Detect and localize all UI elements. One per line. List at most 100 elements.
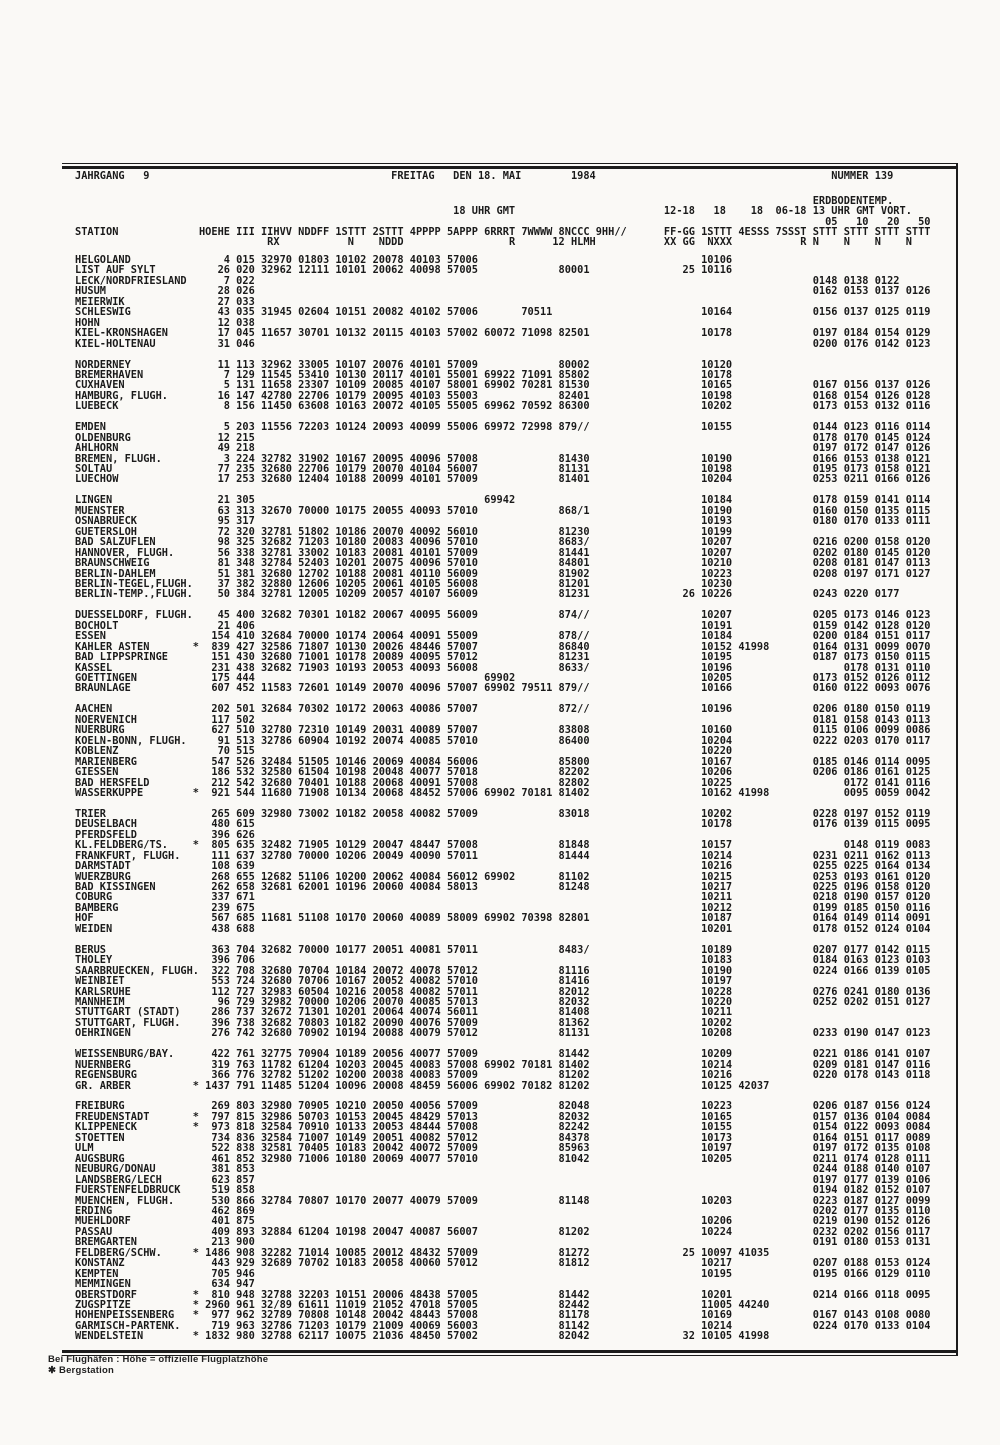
- col-5appp: 55001: [446, 368, 478, 381]
- col-iii: 961: [236, 1299, 255, 1311]
- column-label: 7WWWW: [521, 226, 553, 238]
- col-soil-20: 0153: [874, 1236, 900, 1249]
- station-name: HAMBURG, FLUGH.: [75, 389, 168, 402]
- col-soil-50: 0120: [905, 536, 931, 549]
- col-soil-20: 0152: [874, 1184, 900, 1197]
- col-soil-10: 0137: [843, 306, 869, 319]
- col-nddff: 53410: [298, 368, 330, 381]
- col-8nccc: 81248: [558, 881, 590, 893]
- col-soil-05: 0211: [812, 1152, 838, 1165]
- col-soil-50: 0107: [905, 1048, 931, 1061]
- col-soil-05: 0167: [812, 379, 838, 392]
- col-soil-10: 0153: [843, 400, 869, 413]
- col-soil-50: 0110: [905, 1267, 931, 1280]
- table-row: GR. ARBER * 1437 791 11485 51204 10096 20008 484…: [75, 1079, 959, 1092]
- col-iihvv: 32682: [260, 536, 292, 549]
- col-iii: 203: [236, 421, 255, 434]
- col-soil-10: 0177: [843, 1204, 869, 1217]
- col-5appp: 57011: [446, 985, 478, 998]
- col-4pppp: 40084: [409, 755, 441, 768]
- col-soil-50: 0086: [905, 724, 931, 737]
- col-hoehe: 117: [211, 713, 230, 726]
- col-iii: 869: [236, 1204, 255, 1217]
- col-5appp: 56006: [446, 1079, 478, 1092]
- col-iihvv: 31945: [260, 306, 292, 319]
- col-soil-05: 0195: [812, 1267, 838, 1280]
- col-4pppp: 40091: [409, 630, 441, 643]
- col-iii: 688: [236, 922, 255, 935]
- col-soil-20: 0116: [874, 421, 900, 434]
- col-5appp: 57007: [446, 703, 478, 716]
- col-hoehe: 462: [211, 1204, 230, 1217]
- col-2sttt: 20067: [372, 609, 404, 622]
- col-1sttt-max: 10106: [701, 254, 733, 266]
- col-soil-10: 0156: [843, 379, 869, 392]
- col-soil-05: 0159: [812, 619, 838, 632]
- col-1sttt: 10153: [335, 1110, 367, 1123]
- col-nddff: 60904: [298, 734, 330, 747]
- col-hoehe: 26: [217, 264, 230, 277]
- col-soil-50: 0126: [905, 379, 931, 392]
- col-5appp: 57009: [446, 546, 478, 559]
- col-1sttt-max: 10220: [701, 995, 733, 1008]
- station-name: STUTTGART (STADT): [75, 1006, 181, 1019]
- col-4pppp: 40103: [409, 389, 441, 402]
- col-4pppp: 40107: [409, 588, 441, 601]
- col-1sttt: 10102: [335, 254, 367, 266]
- col-4pppp: 40098: [409, 264, 441, 277]
- col-nddff: 70000: [298, 504, 330, 517]
- table-row: KASSEL 231 438 32682 71903 10193 20053 40093 560…: [75, 662, 959, 674]
- table-row: HOHENPEISSENBERG * 977 962 32789 70808 10148 20…: [75, 1310, 959, 1321]
- table-row: DUESSELDORF, FLUGH. 45 400 32682 70301 10182 2…: [75, 610, 959, 621]
- station-name: GIESSEN: [75, 766, 119, 779]
- col-soil-10: 0122: [843, 682, 869, 695]
- col-hoehe: 422: [211, 1048, 230, 1061]
- col-1sttt-max: 10207: [701, 546, 733, 559]
- col-1sttt: 10179: [335, 389, 367, 402]
- station-name: WEIDEN: [75, 922, 113, 935]
- col-soil-20: 0158: [874, 463, 900, 475]
- col-iii: 215: [236, 431, 255, 444]
- col-nddff: 71908: [298, 786, 330, 799]
- station-name: BERLIN-TEGEL,FLUGH.: [75, 577, 193, 590]
- col-soil-50: 0127: [905, 995, 931, 1008]
- table-row: MANNHEIM 96 729 32982 70000 10206 20070 40085 57…: [75, 997, 959, 1008]
- col-soil-50: 0115: [905, 943, 931, 956]
- col-soil-20: 0146: [874, 609, 900, 622]
- column-sublabel: XX GG: [663, 236, 695, 248]
- table-row: HANNOVER, FLUGH. 56 338 32781 33002 10183 2008…: [75, 546, 959, 559]
- station-name: KL.FELDBERG/TS.: [75, 839, 168, 852]
- col-8nccc: 82202: [558, 766, 590, 779]
- col-soil-10: 0131: [843, 640, 869, 653]
- border-bottom-thick-rule: [62, 1350, 958, 1353]
- col-soil-05: 0197: [812, 1142, 838, 1155]
- station-name: AHLHORN: [75, 442, 119, 455]
- table-row: NUERNBERG 319 763 11782 61204 10203 20045 40083…: [75, 1060, 959, 1071]
- col-soil-50: 0042: [905, 786, 931, 799]
- col-iii: 384: [236, 588, 255, 601]
- col-1sttt-max: 10190: [701, 452, 733, 465]
- col-hoehe: 705: [211, 1267, 230, 1280]
- col-2sttt: 20063: [372, 703, 404, 716]
- col-hoehe: 438: [211, 922, 230, 935]
- station-name: FELDBERG/SCHW.: [75, 1246, 162, 1259]
- station-name: WEINBIET: [75, 975, 125, 988]
- station-name: WEISSENBURG/BAY.: [75, 1048, 175, 1061]
- col-1sttt: 10206: [335, 995, 367, 1008]
- col-1sttt-max: 10197: [701, 975, 733, 988]
- border-top-thick-rule: [62, 166, 958, 169]
- col-4pppp: 40072: [409, 1142, 441, 1155]
- col-hoehe: 43: [217, 306, 230, 319]
- col-2sttt: 21009: [372, 1319, 404, 1332]
- table-row: BREMEN, FLUGH. 3 224 32782 31902 10167 20095 40…: [75, 452, 959, 465]
- col-iihvv: 32970: [260, 254, 292, 266]
- table-row: KL.FELDBERG/TS. * 805 635 32482 71905 10129 200…: [75, 840, 959, 851]
- col-soil-20: 0161: [874, 870, 900, 883]
- col-soil-50: 0114: [905, 494, 931, 507]
- col-1sttt-max: 10162: [701, 786, 733, 799]
- col-hoehe: 797: [211, 1110, 230, 1123]
- col-1sttt-max: 10203: [701, 1194, 733, 1207]
- col-hoehe: 37: [217, 577, 230, 590]
- col-soil-10: 0182: [843, 1184, 869, 1197]
- table-row: BREMERHAVEN 7 129 11545 53410 10130 20117 40101…: [75, 370, 959, 381]
